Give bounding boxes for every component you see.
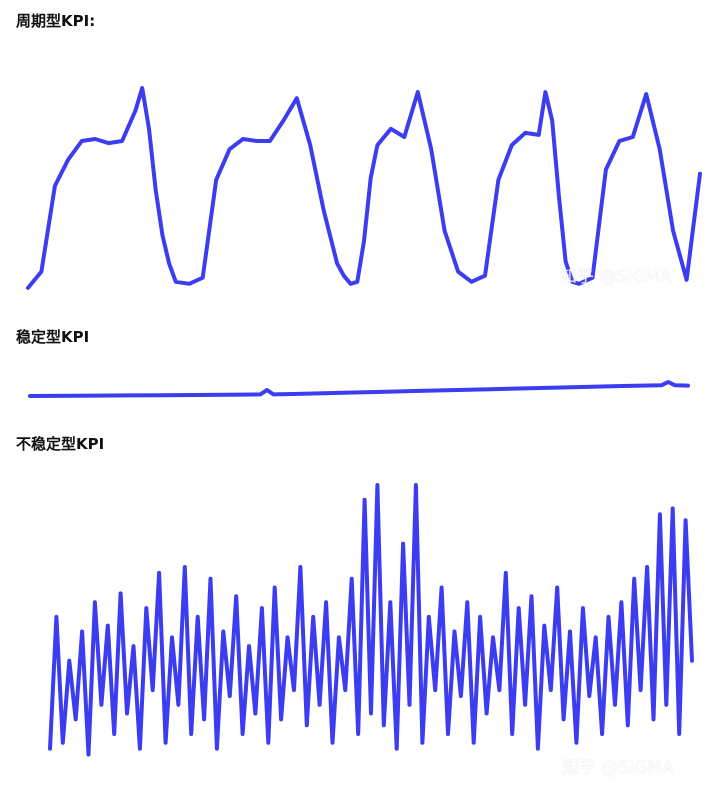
series-line-periodic bbox=[26, 86, 702, 290]
chart-title-unstable: 不稳定型KPI bbox=[16, 435, 105, 453]
watermark-periodic: 知乎 @SIGMA bbox=[560, 267, 672, 287]
chart-title-periodic: 周期型KPI: bbox=[16, 12, 96, 30]
chart-title-stable: 稳定型KPI bbox=[16, 328, 90, 346]
watermark-unstable: 知乎 @SIGMA bbox=[562, 758, 674, 778]
series-line-stable bbox=[28, 380, 690, 398]
series-line-unstable bbox=[48, 483, 694, 757]
